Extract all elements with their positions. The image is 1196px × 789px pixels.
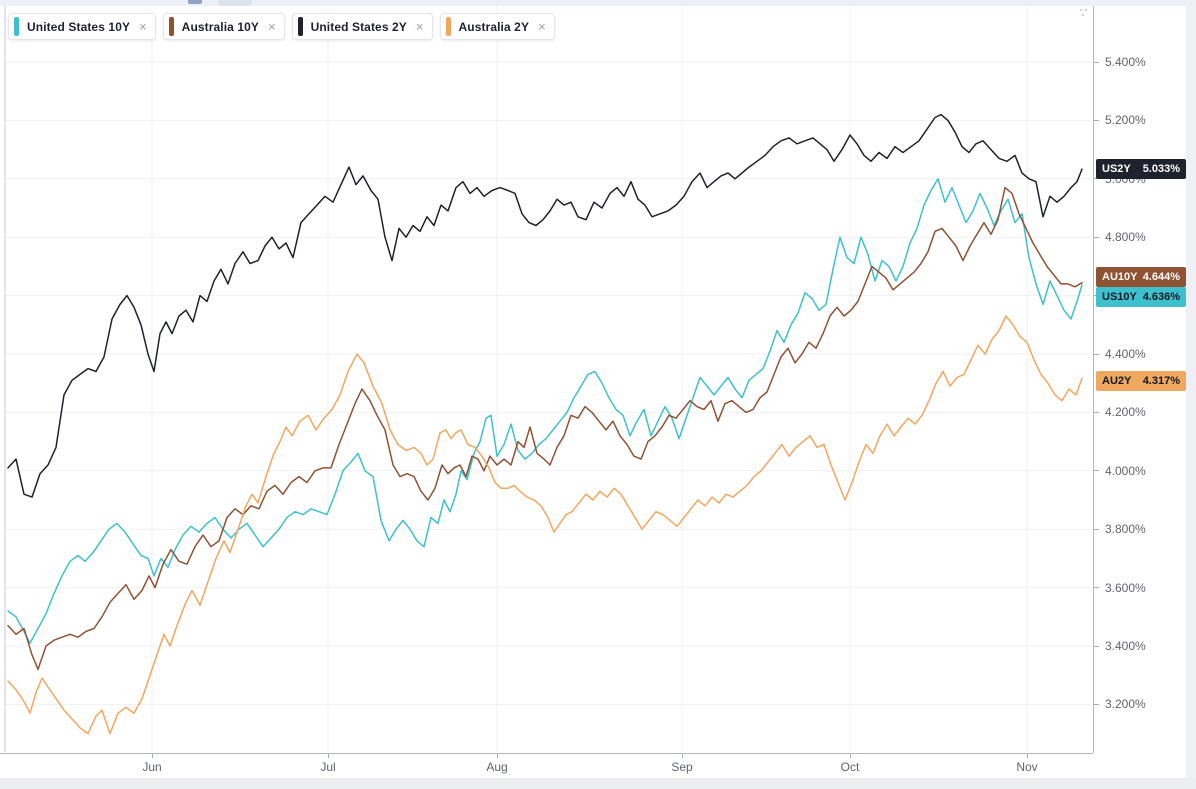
series-line-au10y[interactable] xyxy=(7,186,1083,671)
x-axis-month-label: Jun xyxy=(142,760,162,774)
y-axis-tick-label: 5.400% xyxy=(1105,55,1146,69)
y-axis-tick-mark xyxy=(1094,645,1099,647)
y-axis-tick-label: 3.800% xyxy=(1105,522,1146,537)
y-axis-tick-label: 5.200% xyxy=(1105,113,1146,128)
badge-symbol-label: US2Y xyxy=(1102,163,1131,175)
series-color-bar xyxy=(445,17,451,36)
last-price-badge-au10y: AU10Y 4.644% xyxy=(1096,267,1186,287)
legend-chip-au10y[interactable]: Australia 10Y × xyxy=(162,13,285,40)
badge-last-value: 4.317% xyxy=(1142,375,1180,387)
chip-label: Australia 10Y xyxy=(181,19,260,34)
legend-chip-au2y[interactable]: Australia 2Y × xyxy=(439,13,555,40)
legend-chip-us2y[interactable]: United States 2Y × xyxy=(291,13,433,40)
price-pane[interactable]: United States 10Y × Australia 10Y × United S… xyxy=(0,0,1196,753)
y-axis-tick-label: 4.000% xyxy=(1105,463,1146,478)
x-axis-month-label: Jul xyxy=(320,760,336,774)
y-axis-tick-mark xyxy=(1094,470,1099,472)
y-axis-tick-label: 4.400% xyxy=(1105,347,1146,361)
series-line-us2y[interactable] xyxy=(7,113,1083,498)
close-icon[interactable]: × xyxy=(538,19,546,34)
axis-corner xyxy=(1093,753,1186,778)
page-background-right xyxy=(1186,0,1196,789)
close-icon[interactable]: × xyxy=(139,19,147,34)
badge-symbol-label: AU2Y xyxy=(1102,375,1132,387)
y-axis-tick-mark xyxy=(1094,353,1099,355)
y-axis-tick-label: 3.200% xyxy=(1105,697,1146,712)
x-axis-month-label: Sep xyxy=(671,760,693,774)
x-axis-tick-mark xyxy=(682,754,683,758)
x-axis-month-label: Nov xyxy=(1016,760,1038,774)
price-axis[interactable]: 5.400%5.200%5.000%4.800%4.600%4.400%4.20… xyxy=(1093,0,1186,753)
x-axis-tick-mark xyxy=(497,754,498,758)
y-axis-tick-label: 4.800% xyxy=(1105,230,1146,245)
badge-symbol-label: US10Y xyxy=(1102,291,1137,303)
price-chart-canvas[interactable] xyxy=(0,0,1196,753)
close-icon[interactable]: × xyxy=(268,19,276,34)
last-price-badge-au2y: AU2Y 4.317% xyxy=(1096,371,1186,391)
x-axis-tick-mark xyxy=(1027,754,1028,758)
chip-label: United States 10Y xyxy=(27,19,131,34)
x-axis-tick-mark xyxy=(152,754,153,758)
top-accent xyxy=(188,0,202,4)
series-color-bar xyxy=(168,17,174,36)
y-axis-tick-mark xyxy=(1094,236,1099,238)
series-line-au2y[interactable] xyxy=(7,315,1083,735)
compare-legend: United States 10Y × Australia 10Y × United S… xyxy=(8,13,555,40)
y-axis-tick-mark xyxy=(1094,411,1099,413)
page-background-bottom xyxy=(0,778,1196,789)
y-axis-tick-mark xyxy=(1094,587,1099,589)
badge-last-value: 4.636% xyxy=(1142,291,1180,303)
y-axis-tick-mark xyxy=(1094,61,1099,63)
x-axis-tick-mark xyxy=(850,754,851,758)
series-color-bar xyxy=(297,17,303,36)
y-axis-tick-label: 4.200% xyxy=(1105,405,1146,420)
y-axis-tick-label: 3.600% xyxy=(1105,580,1146,595)
x-axis-month-label: Aug xyxy=(486,760,508,774)
legend-chip-us10y[interactable]: United States 10Y × xyxy=(8,13,156,40)
pane-controls-icon[interactable] xyxy=(1078,6,1090,18)
chip-label: Australia 2Y xyxy=(458,19,530,34)
last-price-badge-us2y: US2Y 5.033% xyxy=(1096,159,1186,179)
chip-label: United States 2Y xyxy=(310,19,407,34)
x-axis-tick-mark xyxy=(328,754,329,758)
y-axis-tick-label: 3.400% xyxy=(1105,639,1146,653)
series-color-bar xyxy=(14,17,19,36)
y-axis-tick-mark xyxy=(1094,528,1099,530)
badge-symbol-label: AU10Y xyxy=(1102,271,1138,283)
y-axis-tick-mark xyxy=(1094,703,1099,705)
y-axis-tick-mark xyxy=(1094,119,1099,121)
time-axis[interactable]: Jun Jul Aug Sep Oct Nov xyxy=(0,753,1093,778)
last-price-badge-us10y: US10Y 4.636% xyxy=(1096,287,1186,307)
series-line-us10y[interactable] xyxy=(7,178,1083,644)
top-strip xyxy=(0,0,1196,6)
x-axis-month-label: Oct xyxy=(840,760,860,774)
top-tab-handle[interactable] xyxy=(218,0,252,6)
badge-last-value: 5.033% xyxy=(1142,163,1180,175)
badge-last-value: 4.644% xyxy=(1142,271,1180,283)
close-icon[interactable]: × xyxy=(415,19,424,34)
